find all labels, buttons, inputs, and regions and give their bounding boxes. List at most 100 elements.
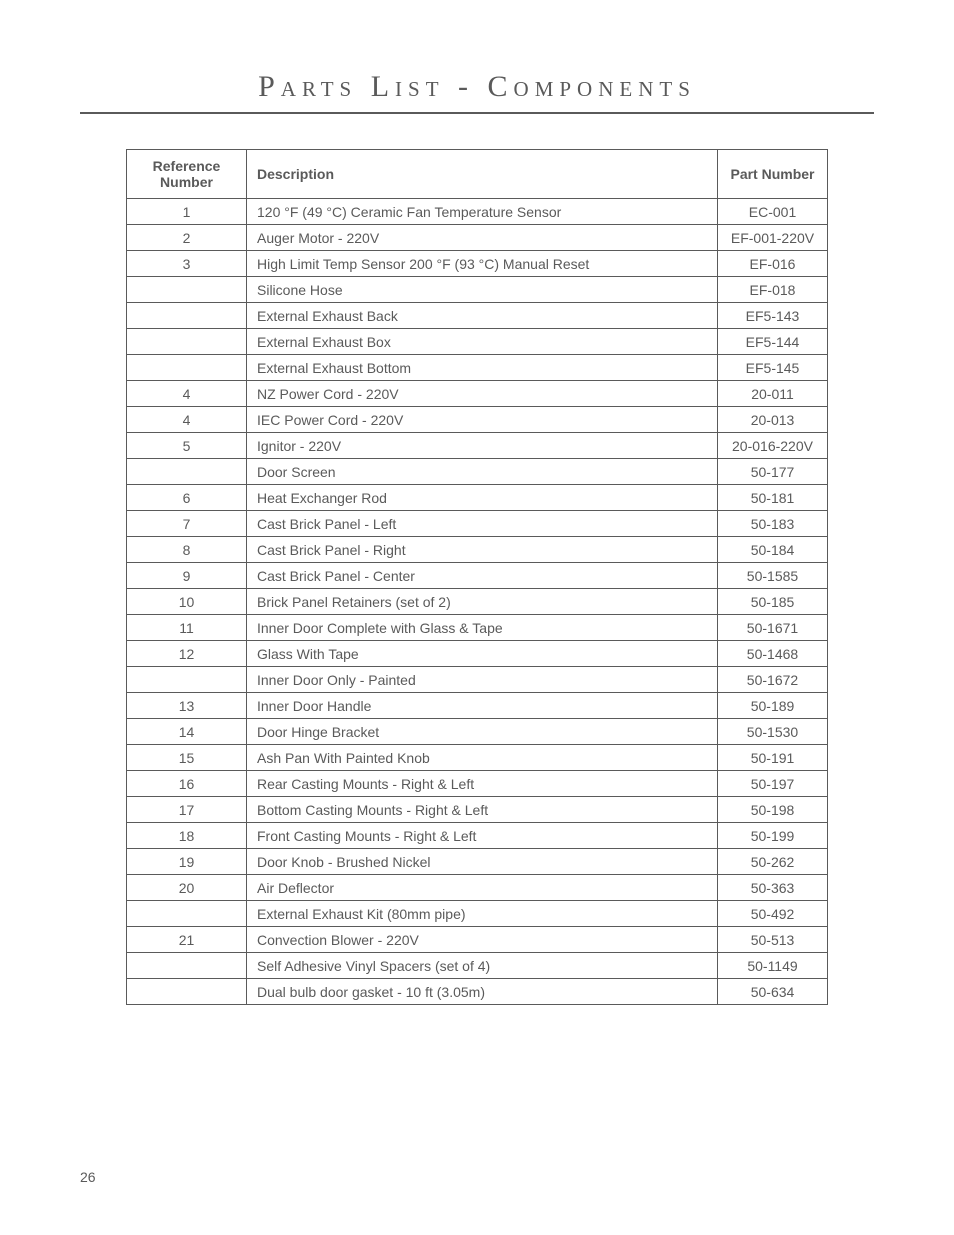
cell-description: Brick Panel Retainers (set of 2) <box>247 589 718 615</box>
table-row: 4IEC Power Cord - 220V20-013 <box>127 407 828 433</box>
cell-reference: 14 <box>127 719 247 745</box>
cell-part-number: 50-513 <box>718 927 828 953</box>
table-header-row: Reference Number Description Part Number <box>127 150 828 199</box>
cell-description: Ash Pan With Painted Knob <box>247 745 718 771</box>
cell-part-number: 50-1671 <box>718 615 828 641</box>
cell-part-number: 50-181 <box>718 485 828 511</box>
cell-reference: 21 <box>127 927 247 953</box>
cell-reference <box>127 901 247 927</box>
cell-reference: 8 <box>127 537 247 563</box>
cell-part-number: 50-1468 <box>718 641 828 667</box>
table-row: Door Screen50-177 <box>127 459 828 485</box>
cell-reference: 6 <box>127 485 247 511</box>
cell-reference: 20 <box>127 875 247 901</box>
cell-description: 120 °F (49 °C) Ceramic Fan Temperature S… <box>247 199 718 225</box>
cell-reference <box>127 979 247 1005</box>
cell-reference: 5 <box>127 433 247 459</box>
cell-part-number: EF-001-220V <box>718 225 828 251</box>
header-part: Part Number <box>718 150 828 199</box>
cell-reference: 17 <box>127 797 247 823</box>
cell-description: External Exhaust Bottom <box>247 355 718 381</box>
table-row: Dual bulb door gasket - 10 ft (3.05m)50-… <box>127 979 828 1005</box>
cell-description: Door Hinge Bracket <box>247 719 718 745</box>
table-row: 17Bottom Casting Mounts - Right & Left50… <box>127 797 828 823</box>
cell-part-number: 50-1530 <box>718 719 828 745</box>
cell-description: IEC Power Cord - 220V <box>247 407 718 433</box>
page-title: Parts List - Components <box>80 70 874 114</box>
cell-part-number: 20-016-220V <box>718 433 828 459</box>
cell-reference <box>127 953 247 979</box>
table-row: External Exhaust BottomEF5-145 <box>127 355 828 381</box>
cell-part-number: 20-013 <box>718 407 828 433</box>
table-row: External Exhaust Kit (80mm pipe)50-492 <box>127 901 828 927</box>
cell-part-number: 50-1149 <box>718 953 828 979</box>
table-row: 9Cast Brick Panel - Center50-1585 <box>127 563 828 589</box>
cell-description: Inner Door Complete with Glass & Tape <box>247 615 718 641</box>
table-row: 12Glass With Tape50-1468 <box>127 641 828 667</box>
cell-reference: 19 <box>127 849 247 875</box>
cell-reference <box>127 303 247 329</box>
cell-reference: 4 <box>127 381 247 407</box>
table-row: 16Rear Casting Mounts - Right & Left50-1… <box>127 771 828 797</box>
table-row: 19Door Knob - Brushed Nickel50-262 <box>127 849 828 875</box>
cell-description: High Limit Temp Sensor 200 °F (93 °C) Ma… <box>247 251 718 277</box>
table-row: 11Inner Door Complete with Glass & Tape5… <box>127 615 828 641</box>
cell-description: Door Knob - Brushed Nickel <box>247 849 718 875</box>
cell-description: Cast Brick Panel - Right <box>247 537 718 563</box>
cell-part-number: EF5-143 <box>718 303 828 329</box>
table-row: 10Brick Panel Retainers (set of 2)50-185 <box>127 589 828 615</box>
cell-reference <box>127 277 247 303</box>
cell-description: Inner Door Handle <box>247 693 718 719</box>
cell-description: External Exhaust Box <box>247 329 718 355</box>
cell-description: Rear Casting Mounts - Right & Left <box>247 771 718 797</box>
cell-part-number: 50-189 <box>718 693 828 719</box>
cell-part-number: EF5-144 <box>718 329 828 355</box>
cell-reference <box>127 329 247 355</box>
cell-description: Self Adhesive Vinyl Spacers (set of 4) <box>247 953 718 979</box>
table-row: 4NZ Power Cord - 220V20-011 <box>127 381 828 407</box>
cell-reference: 12 <box>127 641 247 667</box>
table-row: Self Adhesive Vinyl Spacers (set of 4)50… <box>127 953 828 979</box>
table-row: 1120 °F (49 °C) Ceramic Fan Temperature … <box>127 199 828 225</box>
cell-part-number: 50-492 <box>718 901 828 927</box>
cell-part-number: 50-191 <box>718 745 828 771</box>
cell-description: Door Screen <box>247 459 718 485</box>
cell-reference <box>127 355 247 381</box>
page-container: Parts List - Components Reference Number… <box>0 0 954 1045</box>
cell-reference: 7 <box>127 511 247 537</box>
cell-reference: 1 <box>127 199 247 225</box>
cell-reference: 10 <box>127 589 247 615</box>
table-row: External Exhaust BoxEF5-144 <box>127 329 828 355</box>
cell-part-number: 50-197 <box>718 771 828 797</box>
cell-description: Front Casting Mounts - Right & Left <box>247 823 718 849</box>
cell-description: Cast Brick Panel - Left <box>247 511 718 537</box>
cell-description: NZ Power Cord - 220V <box>247 381 718 407</box>
cell-part-number: 50-634 <box>718 979 828 1005</box>
cell-part-number: 50-199 <box>718 823 828 849</box>
cell-reference: 18 <box>127 823 247 849</box>
cell-description: Inner Door Only - Painted <box>247 667 718 693</box>
cell-part-number: 50-177 <box>718 459 828 485</box>
cell-description: Bottom Casting Mounts - Right & Left <box>247 797 718 823</box>
table-row: 20Air Deflector50-363 <box>127 875 828 901</box>
cell-description: Glass With Tape <box>247 641 718 667</box>
table-row: 6Heat Exchanger Rod50-181 <box>127 485 828 511</box>
cell-part-number: 50-1672 <box>718 667 828 693</box>
table-row: 5Ignitor - 220V20-016-220V <box>127 433 828 459</box>
table-row: 21Convection Blower - 220V50-513 <box>127 927 828 953</box>
cell-description: External Exhaust Back <box>247 303 718 329</box>
cell-description: Auger Motor - 220V <box>247 225 718 251</box>
table-row: Inner Door Only - Painted50-1672 <box>127 667 828 693</box>
cell-description: Dual bulb door gasket - 10 ft (3.05m) <box>247 979 718 1005</box>
table-row: 18Front Casting Mounts - Right & Left50-… <box>127 823 828 849</box>
cell-description: Air Deflector <box>247 875 718 901</box>
table-row: 3High Limit Temp Sensor 200 °F (93 °C) M… <box>127 251 828 277</box>
cell-part-number: 50-1585 <box>718 563 828 589</box>
cell-part-number: 50-363 <box>718 875 828 901</box>
parts-table: Reference Number Description Part Number… <box>126 149 828 1005</box>
cell-part-number: 50-185 <box>718 589 828 615</box>
cell-reference: 11 <box>127 615 247 641</box>
table-row: 15Ash Pan With Painted Knob50-191 <box>127 745 828 771</box>
table-row: 13Inner Door Handle50-189 <box>127 693 828 719</box>
header-description: Description <box>247 150 718 199</box>
